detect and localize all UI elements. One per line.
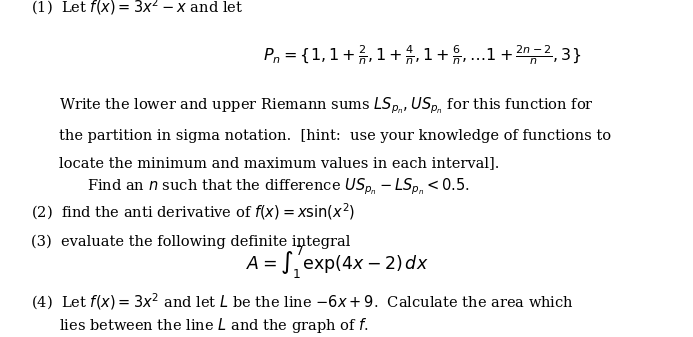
- Text: (3)  evaluate the following definite integral: (3) evaluate the following definite inte…: [31, 235, 351, 249]
- Text: lies between the line $L$ and the graph of $f$.: lies between the line $L$ and the graph …: [59, 316, 369, 335]
- Text: locate the minimum and maximum values in each interval].: locate the minimum and maximum values in…: [59, 156, 499, 170]
- Text: Write the lower and upper Riemann sums $LS_{p_n}, US_{p_n}$ for this function fo: Write the lower and upper Riemann sums $…: [59, 96, 594, 116]
- Text: (4)  Let $f(x) = 3x^2$ and let $L$ be the line $-6x + 9$.  Calculate the area wh: (4) Let $f(x) = 3x^2$ and let $L$ be the…: [31, 291, 574, 312]
- Text: $A = \int_{1}^{7} \exp(4x - 2)\, dx$: $A = \int_{1}^{7} \exp(4x - 2)\, dx$: [246, 245, 428, 281]
- Text: Find an $n$ such that the difference $US_{p_n} - LS_{p_n} < 0.5$.: Find an $n$ such that the difference $US…: [87, 177, 469, 197]
- Text: $P_n = \{1, 1+\frac{2}{n}, 1+\frac{4}{n}, 1+\frac{6}{n}, \ldots 1+\frac{2n-2}{n}: $P_n = \{1, 1+\frac{2}{n}, 1+\frac{4}{n}…: [263, 44, 581, 67]
- Text: the partition in sigma notation.  [hint:  use your knowledge of functions to: the partition in sigma notation. [hint: …: [59, 129, 611, 143]
- Text: (1)  Let $f(x) = 3x^2 - x$ and let: (1) Let $f(x) = 3x^2 - x$ and let: [31, 0, 243, 17]
- Text: (2)  find the anti derivative of $f(x) = x\sin(x^2)$: (2) find the anti derivative of $f(x) = …: [31, 202, 356, 222]
